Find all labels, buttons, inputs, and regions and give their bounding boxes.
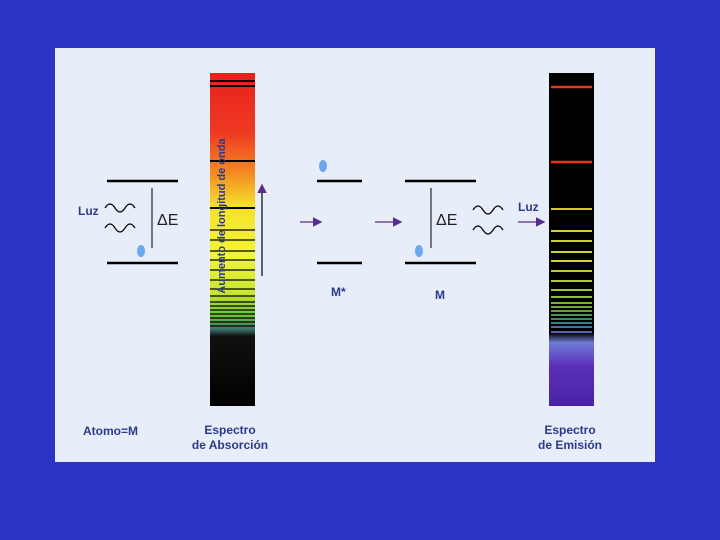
light-wave-icon — [472, 225, 504, 235]
caption-line: Espectro — [544, 423, 596, 437]
ground-atom-levels-right — [405, 179, 504, 265]
delta-e-label-right: ΔE — [436, 212, 458, 229]
atom-label: Atomo=M — [83, 424, 138, 438]
absorption-spectrum — [210, 73, 255, 406]
excited-atom-levels — [317, 160, 362, 265]
caption-line: de Emisión — [537, 438, 602, 452]
electron-icon — [137, 245, 145, 257]
electron-icon — [319, 160, 327, 172]
light-wave-icon — [104, 223, 136, 233]
excited-state-label: M* — [331, 285, 346, 299]
light-wave-icon — [104, 203, 136, 213]
ground-state-label: M — [435, 288, 445, 302]
light-label-left: Luz — [78, 204, 99, 218]
wavelength-axis-label: Aumento de longitud de onda — [216, 138, 228, 294]
ground-atom-levels-left — [104, 179, 178, 265]
diagram-graphics — [104, 73, 594, 406]
diagram-panel: Luz ΔE ΔE Luz M* M Atomo=M Aumento de lo… — [55, 48, 655, 462]
electron-icon — [415, 245, 423, 257]
light-label-right: Luz — [518, 200, 539, 214]
light-wave-icon — [472, 205, 504, 215]
emission-spectrum — [549, 73, 594, 406]
caption-line: de Absorción — [191, 438, 269, 452]
absorption-spectrum-caption: Espectro de Absorción — [185, 423, 275, 453]
caption-line: Espectro — [204, 423, 256, 437]
delta-e-label-left: ΔE — [157, 212, 179, 229]
emission-spectrum-caption: Espectro de Emisión — [525, 423, 615, 453]
